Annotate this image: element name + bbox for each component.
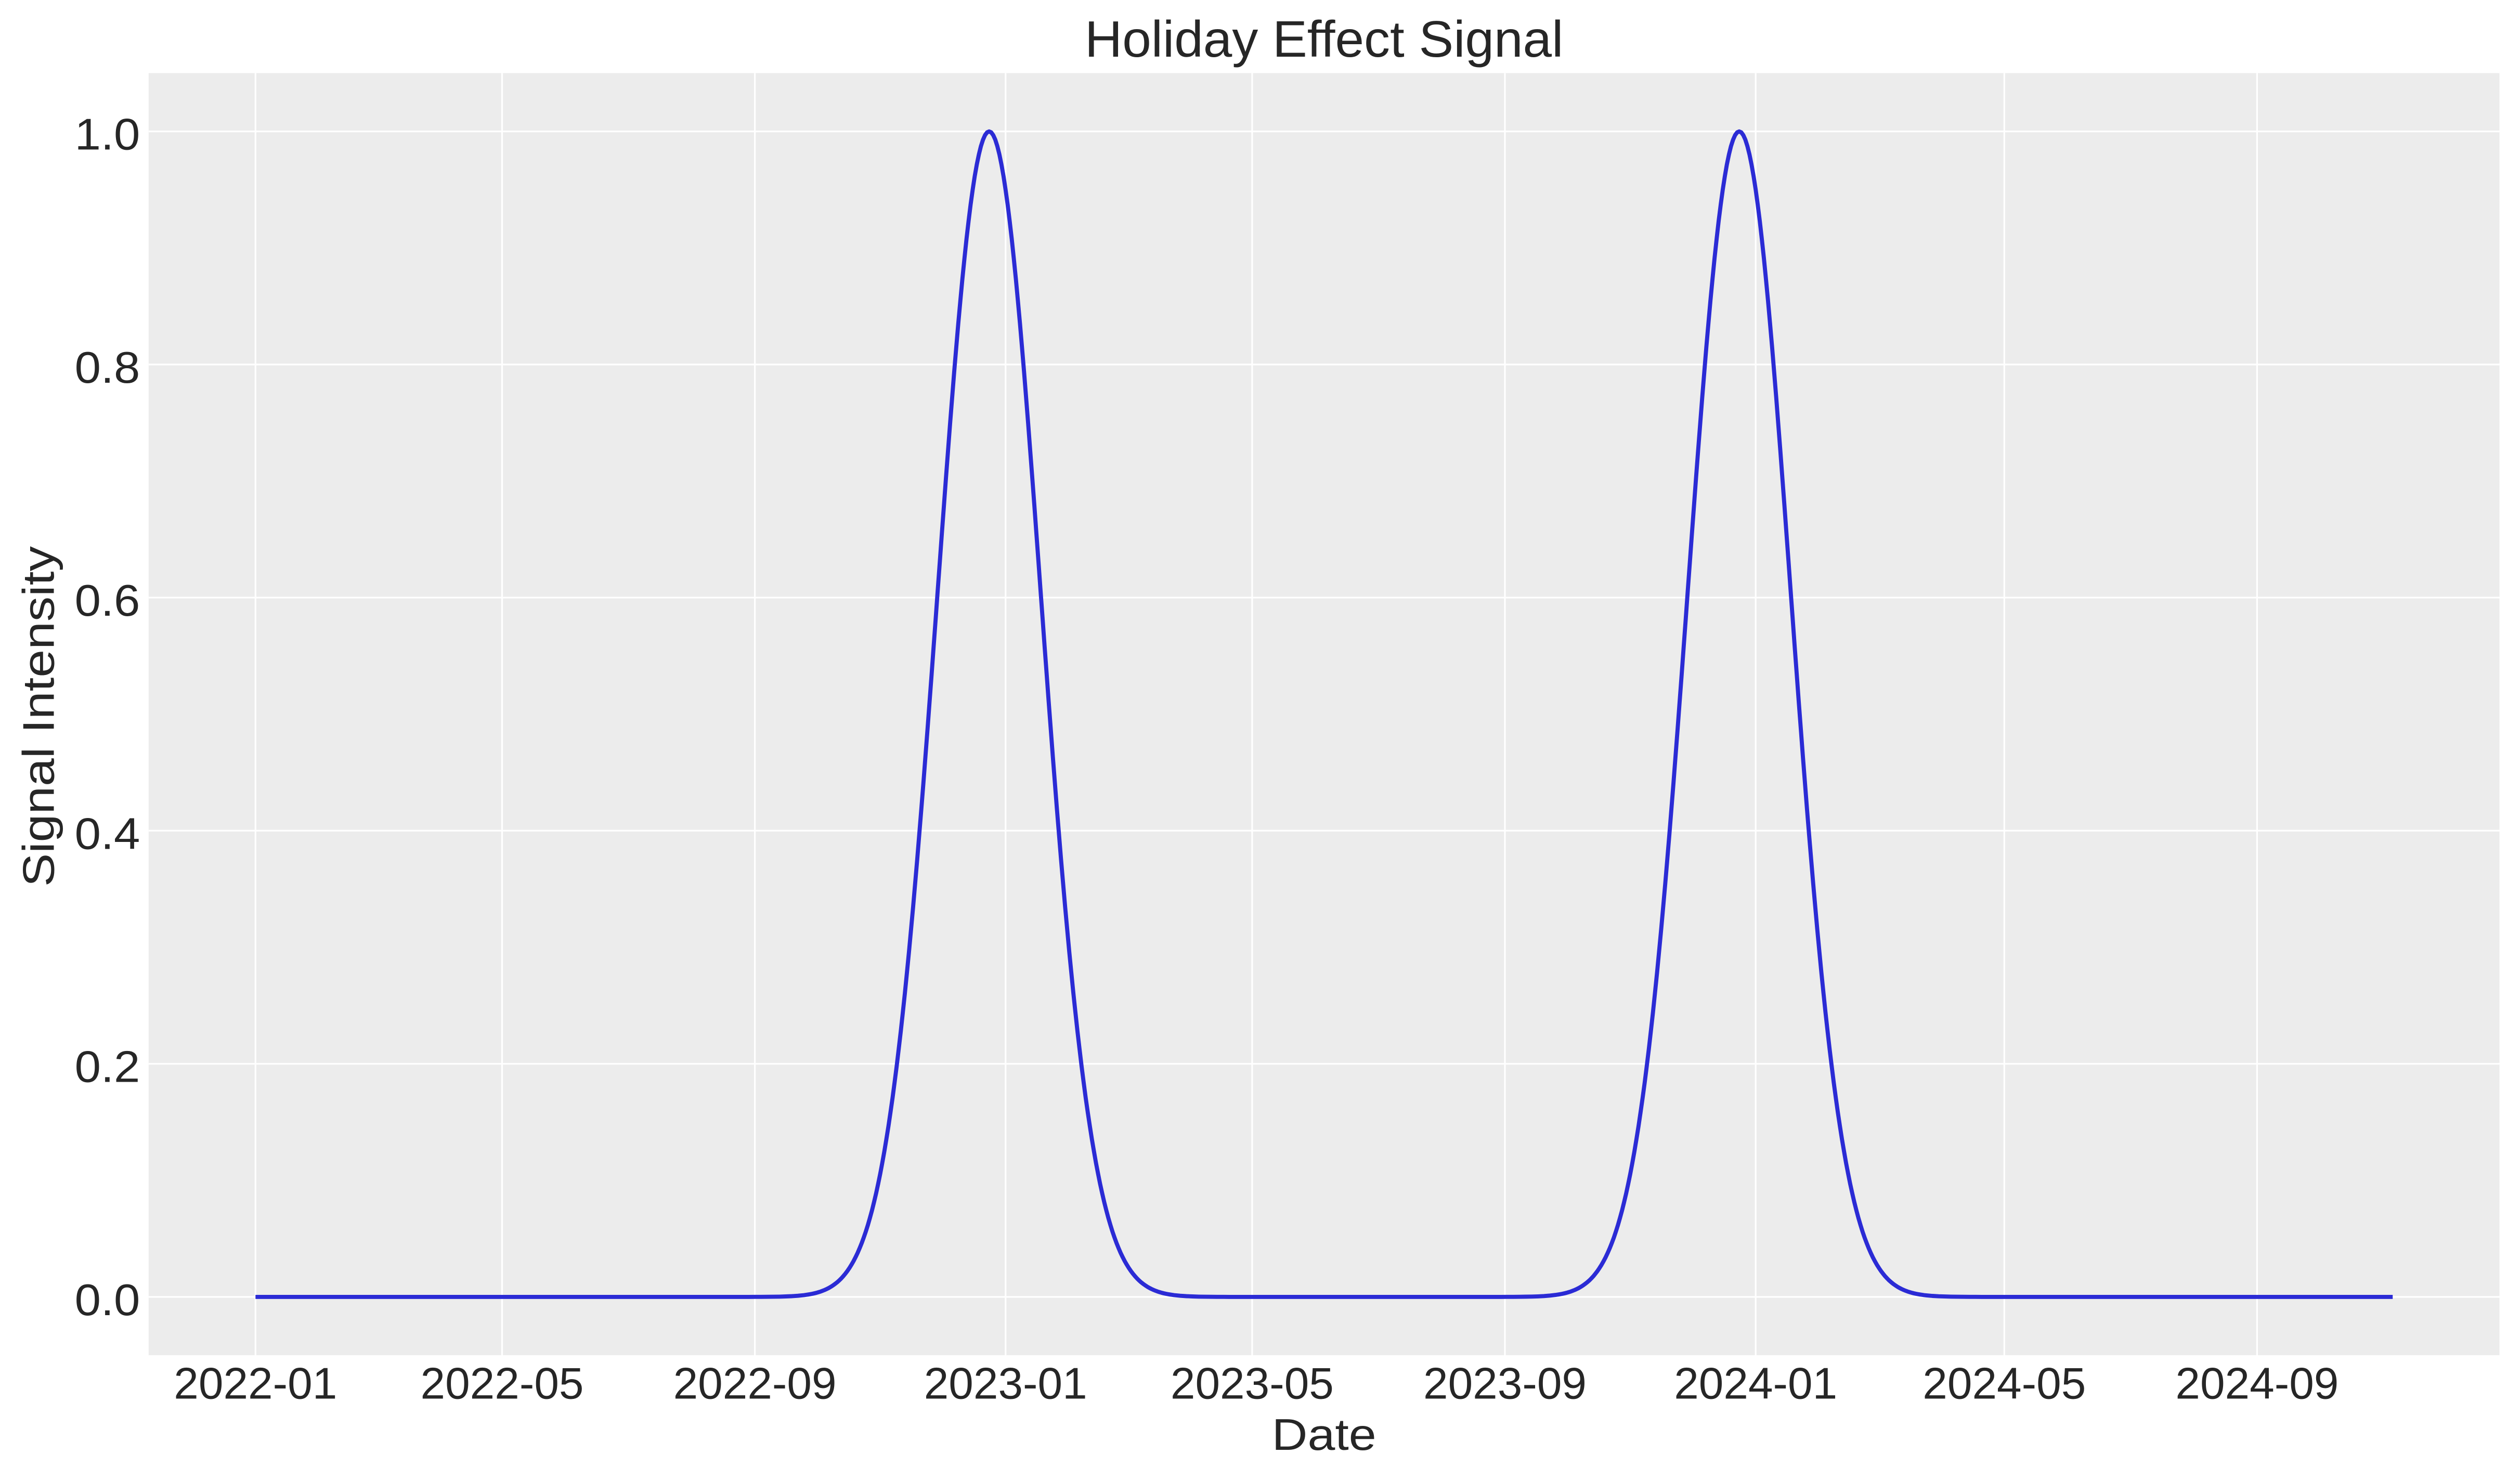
svg-text:0.6: 0.6: [75, 576, 140, 626]
svg-text:Holiday Effect Signal: Holiday Effect Signal: [1085, 10, 1563, 68]
svg-text:0.0: 0.0: [75, 1275, 140, 1325]
svg-text:0.2: 0.2: [75, 1042, 140, 1092]
svg-text:0.4: 0.4: [75, 809, 140, 859]
svg-text:2022-09: 2022-09: [673, 1359, 837, 1409]
svg-text:Date: Date: [1272, 1410, 1376, 1460]
svg-text:2023-01: 2023-01: [924, 1359, 1087, 1409]
svg-text:2022-01: 2022-01: [174, 1359, 337, 1409]
svg-text:2023-09: 2023-09: [1423, 1359, 1587, 1409]
svg-text:2024-01: 2024-01: [1674, 1359, 1837, 1409]
svg-text:Signal Intensity: Signal Intensity: [14, 546, 63, 887]
svg-text:2022-05: 2022-05: [421, 1359, 584, 1409]
svg-text:2024-09: 2024-09: [2175, 1359, 2339, 1409]
svg-text:2023-05: 2023-05: [1171, 1359, 1334, 1409]
svg-text:2024-05: 2024-05: [1923, 1359, 2086, 1409]
svg-text:1.0: 1.0: [75, 110, 140, 160]
svg-text:0.8: 0.8: [75, 343, 140, 393]
